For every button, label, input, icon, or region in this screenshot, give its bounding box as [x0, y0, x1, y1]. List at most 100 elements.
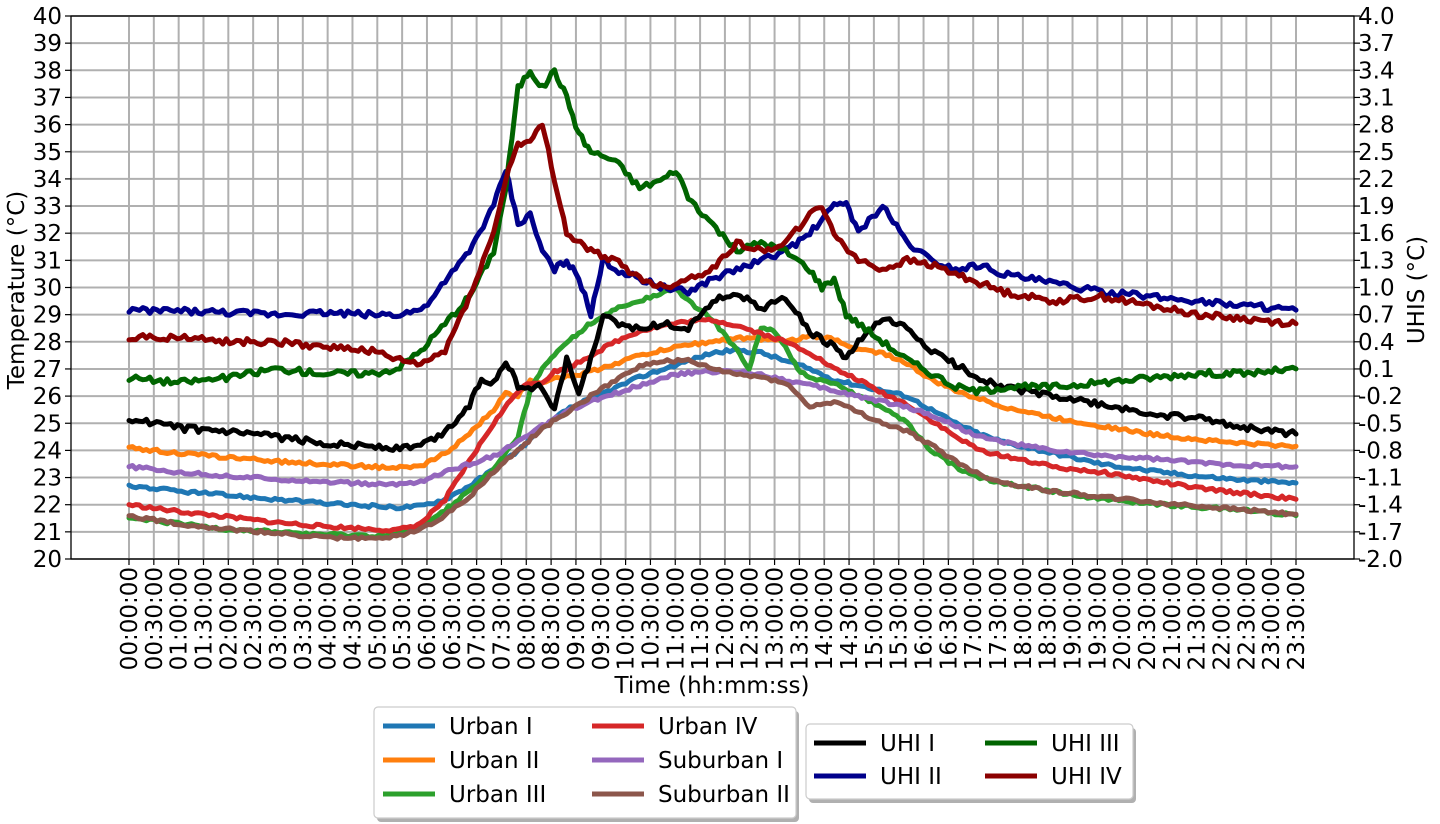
y-right-tick-label: 3.7 — [1358, 31, 1395, 57]
x-tick-label: 09:30:00 — [589, 567, 615, 670]
x-tick-label: 05:30:00 — [390, 567, 416, 670]
x-tick-label: 12:30:00 — [738, 567, 764, 670]
series-layer — [126, 67, 1299, 542]
y-axis-right-label: UHIS (°C) — [1404, 236, 1430, 344]
x-tick-label: 15:30:00 — [887, 567, 913, 670]
x-tick-label: 22:30:00 — [1234, 567, 1260, 670]
x-tick-label: 12:00:00 — [713, 567, 739, 670]
series-urban-i — [126, 346, 1299, 512]
legend-label: Suburban I — [658, 748, 783, 774]
legend-label: Suburban II — [658, 782, 790, 808]
x-tick-label: 03:30:00 — [291, 567, 317, 670]
y-right-tick-label: 2.2 — [1358, 167, 1395, 193]
y-right-tick-label: 2.8 — [1358, 113, 1395, 139]
y-left-tick-label: 34 — [33, 167, 62, 193]
series-uhi-iii — [126, 67, 1299, 397]
y-right-tick-label: 3.1 — [1358, 85, 1395, 111]
y-left-tick-label: 40 — [33, 4, 62, 30]
y-left-tick-label: 21 — [33, 520, 62, 546]
x-tick-label: 16:00:00 — [912, 567, 938, 670]
y-right-tick-label: -1.1 — [1358, 466, 1403, 492]
legend-label: UHI II — [880, 764, 942, 790]
y-left-tick-label: 35 — [33, 140, 62, 166]
y-right-tick-label: -0.5 — [1358, 411, 1403, 437]
x-tick-label: 17:00:00 — [961, 567, 987, 670]
y-left-tick-label: 36 — [33, 113, 62, 139]
x-tick-label: 20:00:00 — [1110, 567, 1136, 670]
y-right-tick-label: -0.8 — [1358, 438, 1403, 464]
y-left-tick-label: 27 — [33, 357, 62, 383]
x-tick-label: 09:00:00 — [564, 567, 590, 670]
legend-urban: Urban I Urban II Urban III Urban IV Suburban… — [373, 706, 799, 822]
y-left-tick-label: 33 — [33, 194, 62, 220]
y-right-tick-label: -0.2 — [1358, 384, 1403, 410]
y-axis-left-ticks: 2021222324252627282930313233343536373839… — [33, 4, 71, 573]
x-tick-label: 14:00:00 — [812, 567, 838, 670]
x-tick-label: 21:30:00 — [1185, 567, 1211, 670]
x-tick-label: 23:00:00 — [1259, 567, 1285, 670]
y-left-tick-label: 38 — [33, 58, 62, 84]
y-left-tick-label: 26 — [33, 384, 62, 410]
x-tick-label: 19:00:00 — [1061, 567, 1087, 670]
x-tick-label: 11:30:00 — [688, 567, 714, 670]
x-tick-label: 02:30:00 — [241, 567, 267, 670]
x-tick-label: 15:00:00 — [862, 567, 888, 670]
legend-label: UHI I — [880, 731, 935, 757]
x-tick-label: 22:00:00 — [1210, 567, 1236, 670]
x-tick-label: 06:00:00 — [415, 567, 441, 670]
x-tick-label: 16:30:00 — [936, 567, 962, 670]
y-right-tick-label: -1.4 — [1358, 493, 1403, 519]
y-right-tick-label: 1.0 — [1358, 276, 1395, 302]
x-axis-ticks: 00:00:0000:30:0001:00:0001:30:0002:00:00… — [117, 559, 1310, 670]
series-urban-ii — [126, 333, 1299, 472]
x-tick-label: 07:00:00 — [465, 567, 491, 670]
y-left-tick-label: 31 — [33, 248, 62, 274]
y-left-tick-label: 22 — [33, 493, 62, 519]
x-tick-label: 14:30:00 — [837, 567, 863, 670]
y-right-tick-label: 3.4 — [1358, 58, 1395, 84]
x-tick-label: 13:00:00 — [763, 567, 789, 670]
series-suburban-i — [126, 368, 1299, 488]
y-left-tick-label: 29 — [33, 303, 62, 329]
x-tick-label: 00:30:00 — [142, 567, 168, 670]
x-tick-label: 18:30:00 — [1036, 567, 1062, 670]
y-right-tick-label: -1.7 — [1358, 520, 1403, 546]
legend-label: Urban II — [449, 748, 539, 774]
y-right-tick-label: -2.0 — [1358, 547, 1403, 573]
series-uhi-iv — [126, 122, 1299, 368]
x-tick-label: 17:30:00 — [986, 567, 1012, 670]
x-tick-label: 00:00:00 — [117, 567, 143, 670]
y-axis-right-ticks: -2.0-1.7-1.4-1.1-0.8-0.5-0.20.10.40.71.0… — [1354, 4, 1403, 573]
x-tick-label: 01:30:00 — [191, 567, 217, 670]
y-left-tick-label: 37 — [33, 85, 62, 111]
y-right-tick-label: 0.7 — [1358, 303, 1395, 329]
y-right-tick-label: 1.9 — [1358, 194, 1395, 220]
legend-box — [805, 723, 1134, 800]
y-left-tick-label: 32 — [33, 221, 62, 247]
legend-label: Urban III — [449, 782, 546, 808]
y-left-tick-label: 23 — [33, 466, 62, 492]
series-uhi-ii — [126, 168, 1299, 320]
y-right-tick-label: 4.0 — [1358, 4, 1395, 30]
x-tick-label: 01:00:00 — [167, 567, 193, 670]
y-right-tick-label: 1.6 — [1358, 221, 1395, 247]
legend-label: Urban IV — [658, 714, 758, 740]
y-right-tick-label: 1.3 — [1358, 248, 1395, 274]
x-tick-label: 03:00:00 — [266, 567, 292, 670]
y-left-tick-label: 24 — [33, 438, 62, 464]
x-tick-label: 04:00:00 — [316, 567, 342, 670]
legend-label: UHI III — [1051, 731, 1120, 757]
y-left-tick-label: 20 — [33, 547, 62, 573]
y-left-tick-label: 28 — [33, 330, 62, 356]
y-axis-left-label: Temperature (°C) — [4, 191, 30, 391]
y-right-tick-label: 0.4 — [1358, 330, 1395, 356]
y-right-tick-label: 0.1 — [1358, 357, 1395, 383]
x-tick-label: 04:30:00 — [340, 567, 366, 670]
series-uhi-i — [126, 291, 1299, 453]
legend-uhi: UHI I UHI II UHI III UHI IV — [805, 723, 1136, 803]
y-right-tick-label: 2.5 — [1358, 140, 1395, 166]
x-tick-label: 08:30:00 — [539, 567, 565, 670]
x-tick-label: 18:00:00 — [1011, 567, 1037, 670]
x-tick-label: 20:30:00 — [1135, 567, 1161, 670]
